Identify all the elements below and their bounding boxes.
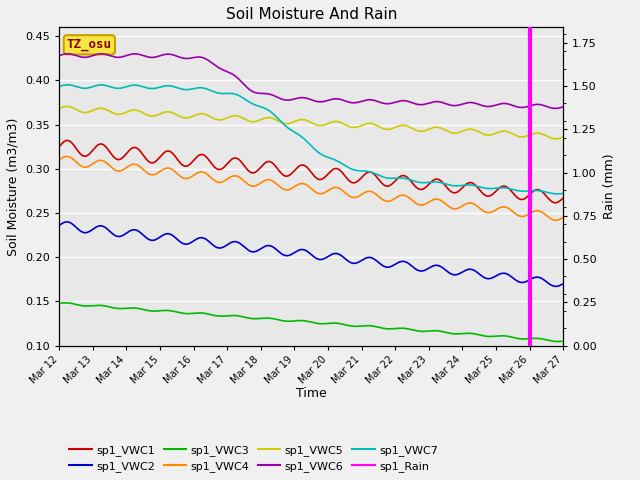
X-axis label: Time: Time xyxy=(296,387,326,400)
Text: TZ_osu: TZ_osu xyxy=(67,38,112,51)
Y-axis label: Rain (mm): Rain (mm) xyxy=(602,154,616,219)
Y-axis label: Soil Moisture (m3/m3): Soil Moisture (m3/m3) xyxy=(7,117,20,256)
Legend: sp1_VWC1, sp1_VWC2, sp1_VWC3, sp1_VWC4, sp1_VWC5, sp1_VWC6, sp1_VWC7, sp1_Rain: sp1_VWC1, sp1_VWC2, sp1_VWC3, sp1_VWC4, … xyxy=(65,440,442,477)
Title: Soil Moisture And Rain: Soil Moisture And Rain xyxy=(225,7,397,22)
